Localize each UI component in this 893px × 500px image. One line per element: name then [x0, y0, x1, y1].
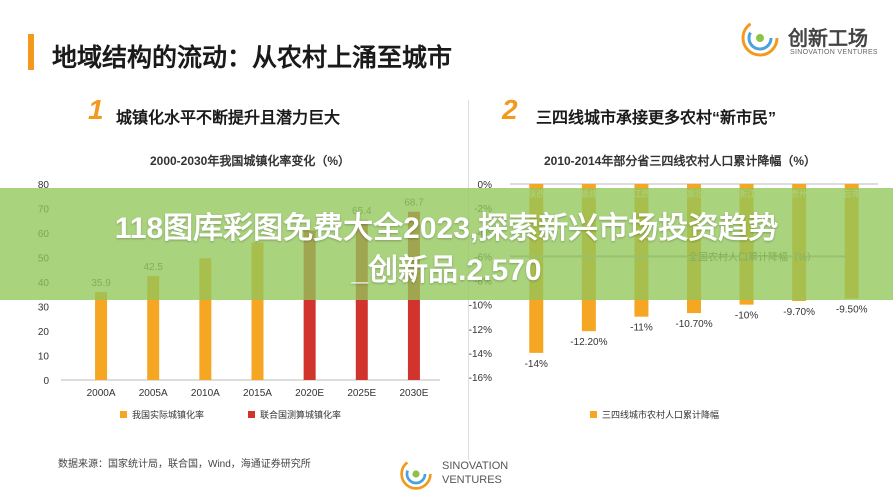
title-accent-bar — [28, 34, 34, 70]
data-label: -14% — [525, 359, 548, 370]
y-tick-label: 0 — [43, 376, 49, 387]
logo-english-name: SINOVATION VENTURES — [790, 49, 878, 56]
y-tick-label: -12% — [469, 325, 492, 336]
x-tick-label: 2010A — [191, 388, 220, 399]
data-source: 数据来源：国家统计局，联合国，Wind，海通证券研究所 — [58, 459, 311, 470]
y-tick-label: 30 — [38, 303, 50, 314]
page-title: 地域结构的流动：从农村上涌至城市 — [52, 44, 453, 72]
banner-line-2: _创新品.2.570 — [351, 254, 542, 287]
y-tick-label: -16% — [469, 373, 492, 384]
section-2-number: 2 — [502, 94, 518, 125]
section-1-title: 城镇化水平不断提升且潜力巨大 — [116, 110, 341, 127]
legend-label: 我国实际城镇化率 — [132, 409, 204, 420]
data-label: -10.70% — [675, 319, 712, 330]
bar — [95, 292, 108, 380]
data-label: -12.20% — [570, 337, 607, 348]
x-tick-label: 2030E — [399, 388, 428, 399]
data-label: -11% — [630, 323, 653, 334]
x-tick-label: 2020E — [295, 388, 324, 399]
data-label: -9.50% — [836, 305, 868, 316]
x-tick-label: 2025E — [347, 388, 376, 399]
bar — [147, 275, 160, 380]
data-label: -10% — [735, 311, 758, 322]
x-tick-label: 2015A — [243, 388, 272, 399]
sinovation-logo-icon — [400, 458, 432, 490]
footer-logo-line2: VENTURES — [442, 474, 502, 486]
chart-1-title: 2000-2030年我国城镇化率变化（%） — [149, 154, 351, 168]
legend-swatch — [120, 411, 127, 418]
section-1-number: 1 — [88, 94, 104, 125]
promo-banner — [0, 188, 893, 300]
sinovation-logo-icon — [741, 19, 779, 57]
promo-banner-text: 118图库彩图免费大全2023,探索新兴市场投资趋势 _创新品.2.570 — [0, 208, 893, 292]
data-label: -9.70% — [783, 307, 815, 318]
x-tick-label: 2005A — [139, 388, 168, 399]
y-tick-label: -14% — [469, 349, 492, 360]
brand-logo: 创新工场 SINOVATION VENTURES — [740, 12, 890, 68]
legend-label: 联合国测算城镇化率 — [260, 409, 341, 420]
banner-line-1: 118图库彩图免费大全2023,探索新兴市场投资趋势 — [114, 212, 779, 245]
chart-2-title: 2010-2014年部分省三四线农村人口累计降幅（%） — [543, 154, 817, 168]
section-2-title: 三四线城市承接更多农村“新市民” — [536, 110, 777, 127]
footer-logo: SINOVATION VENTURES — [398, 452, 538, 496]
legend-swatch — [248, 411, 255, 418]
legend-label: 三四线城市农村人口累计降幅 — [602, 409, 719, 420]
logo-chinese-name: 创新工场 — [788, 28, 868, 50]
y-tick-label: 20 — [38, 327, 50, 338]
y-tick-label: 0% — [478, 180, 493, 191]
legend-swatch — [590, 411, 597, 418]
x-tick-label: 2000A — [87, 388, 116, 399]
y-tick-label: 10 — [38, 352, 50, 363]
y-tick-label: -10% — [469, 301, 492, 312]
y-tick-label: 80 — [38, 180, 50, 191]
footer-logo-line1: SINOVATION — [442, 460, 509, 472]
